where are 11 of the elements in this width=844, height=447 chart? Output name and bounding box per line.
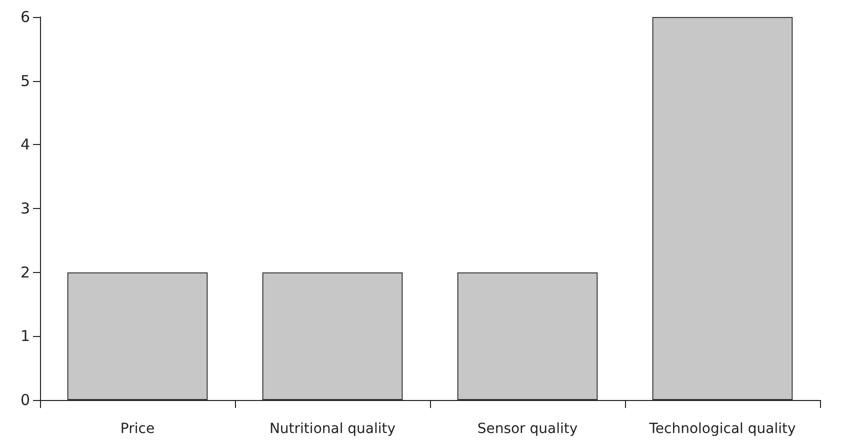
x-tick-label: Price (120, 421, 155, 437)
x-tick-label: Sensor quality (477, 421, 578, 437)
y-tick-label: 0 (20, 391, 30, 409)
y-tick-label: 6 (20, 8, 30, 26)
y-tick-label: 2 (20, 263, 30, 282)
y-tick-label: 4 (20, 136, 30, 154)
x-tick-label: Technological quality (648, 421, 796, 437)
y-tick-label: 1 (20, 327, 30, 346)
x-tick-label: Nutritional quality (269, 421, 396, 437)
y-tick-label: 3 (20, 200, 30, 218)
y-tick-label: 5 (20, 72, 30, 90)
